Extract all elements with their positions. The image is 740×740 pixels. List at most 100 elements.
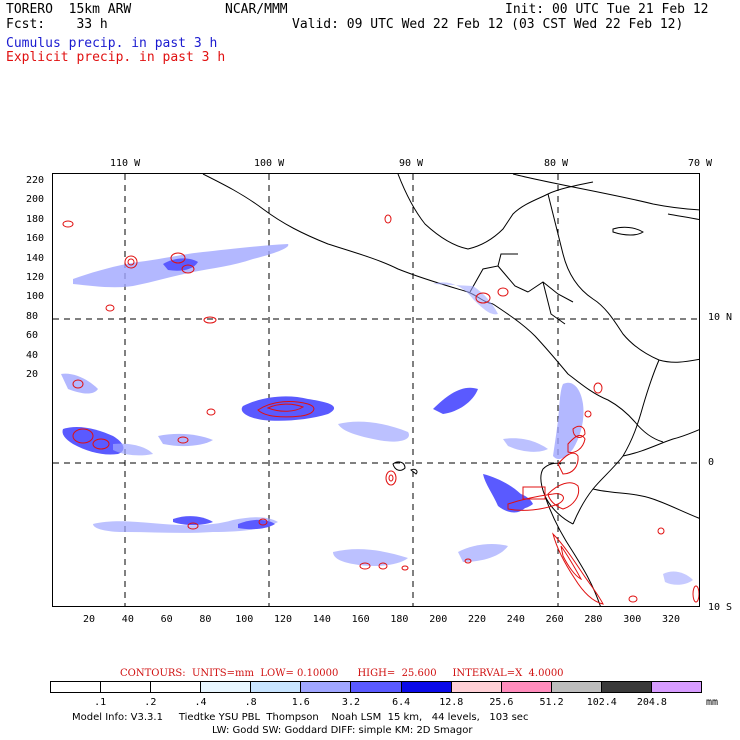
precip-area <box>163 258 198 271</box>
legend-tick-label: 102.4 <box>586 697 617 708</box>
org-label: NCAR/MMM <box>225 2 288 17</box>
x-tick-label: 320 <box>662 614 681 625</box>
ecuador-coast <box>540 462 574 525</box>
model-title: TORERO 15km ARW <box>6 2 132 17</box>
y-tick-label: 120 <box>26 272 45 283</box>
precip-contour <box>657 527 665 535</box>
x-tick-label: 160 <box>351 614 370 625</box>
precip-area <box>663 571 693 585</box>
legend-tick-label: 1.6 <box>291 697 310 708</box>
precip-contour <box>359 562 371 570</box>
galapagos <box>392 461 418 475</box>
cumulus-precip <box>61 244 693 585</box>
precip-map <box>52 173 700 607</box>
legend-swatch <box>51 682 102 692</box>
legend-tick-label: 51.2 <box>539 697 564 708</box>
legend-swatch <box>501 682 552 692</box>
precip-contour <box>522 486 546 500</box>
precip-area <box>173 516 213 525</box>
precip-contour <box>105 304 115 312</box>
precip-area <box>503 438 548 452</box>
x-tick-label: 180 <box>390 614 409 625</box>
precip-area <box>333 549 408 566</box>
x-tick-label: 80 <box>199 614 212 625</box>
map-canvas <box>53 174 699 606</box>
legend-color-bar <box>50 681 702 693</box>
legend-tick-label: .1 <box>94 697 107 708</box>
precip-contour <box>384 214 392 224</box>
model-info-line1: Model Info: V3.3.1 Tiedtke YSU PBL Thomp… <box>72 712 529 723</box>
colombia-border <box>622 429 699 457</box>
precip-area <box>158 433 213 447</box>
yucatan-coast <box>397 174 594 250</box>
y-tick-label: 180 <box>26 213 45 225</box>
cuba <box>512 174 699 211</box>
precip-contour <box>464 558 472 564</box>
y-tick-label: 60 <box>26 330 39 342</box>
precip-area <box>113 443 153 456</box>
precip-contour <box>547 482 580 510</box>
precip-contour <box>507 493 564 511</box>
x-tick-label: 100 <box>235 614 254 625</box>
precip-contour <box>187 522 199 530</box>
jamaica <box>612 226 644 236</box>
coastlines <box>202 174 699 606</box>
precip-contour <box>552 532 604 605</box>
y-tick-label: 40 <box>26 349 39 361</box>
precip-contour <box>584 410 592 418</box>
precip-contour <box>378 562 388 570</box>
precip-contour <box>572 425 586 438</box>
precip-area <box>553 382 584 460</box>
legend-swatch <box>251 682 302 692</box>
legend-tick-label: .2 <box>144 697 157 708</box>
legend-swatch <box>551 682 602 692</box>
borders-guatemala <box>469 253 529 293</box>
precip-contour <box>401 565 409 571</box>
x-tick-label: 200 <box>429 614 448 625</box>
legend-swatch <box>101 682 152 692</box>
precip-contour <box>72 428 94 444</box>
precip-area <box>238 519 275 530</box>
x-tick-label: 220 <box>468 614 487 625</box>
legend-swatch <box>151 682 202 692</box>
precip-contour <box>497 287 509 297</box>
colombia-coast <box>572 359 660 525</box>
x-tick-label: 140 <box>312 614 331 625</box>
precip-area <box>62 426 124 455</box>
legend-tick-label: 3.2 <box>341 697 360 708</box>
precip-contour <box>62 220 74 228</box>
precip-contour <box>593 382 603 394</box>
precip-area <box>61 373 98 394</box>
y-tick-label: 100 <box>26 291 45 303</box>
lon-label-100w: 100 W <box>254 158 285 169</box>
lat-label-10s: 10 S <box>708 602 733 613</box>
legend-unit: mm <box>706 697 719 708</box>
precip-contour <box>628 595 638 603</box>
legend-tick-label: .8 <box>244 697 257 708</box>
x-tick-label: 280 <box>584 614 603 625</box>
precip-contour <box>388 474 394 482</box>
y-tick-label: 220 <box>26 175 45 186</box>
borders-honduras <box>527 281 574 325</box>
latlon-grid <box>53 174 699 606</box>
precip-contour <box>177 436 189 444</box>
precip-contour <box>266 403 305 412</box>
field-label-explicit: Explicit precip. in past 3 h <box>6 50 226 65</box>
x-tick-label: 20 <box>83 614 96 625</box>
explicit-precip <box>62 214 699 605</box>
y-tick-label: 20 <box>26 369 39 380</box>
y-tick-label: 200 <box>26 194 45 206</box>
precip-contour <box>475 292 491 304</box>
valid-time: Valid: 09 UTC Wed 22 Feb 12 (03 CST Wed … <box>292 17 684 32</box>
x-tick-label: 60 <box>160 614 173 625</box>
lon-label-110w: 110 W <box>110 158 141 169</box>
hispaniola <box>667 213 699 221</box>
lon-label-90w: 90 W <box>399 158 424 169</box>
field-label-cumulus: Cumulus precip. in past 3 h <box>6 36 218 51</box>
precip-contour <box>557 452 579 475</box>
x-tick-label: 120 <box>274 614 293 625</box>
precip-contour <box>127 258 135 266</box>
legend-swatch <box>201 682 252 692</box>
legend-contours: CONTOURS: UNITS=mm LOW= 0.10000 HIGH= 25… <box>120 668 564 679</box>
x-tick-label: 300 <box>623 614 642 625</box>
